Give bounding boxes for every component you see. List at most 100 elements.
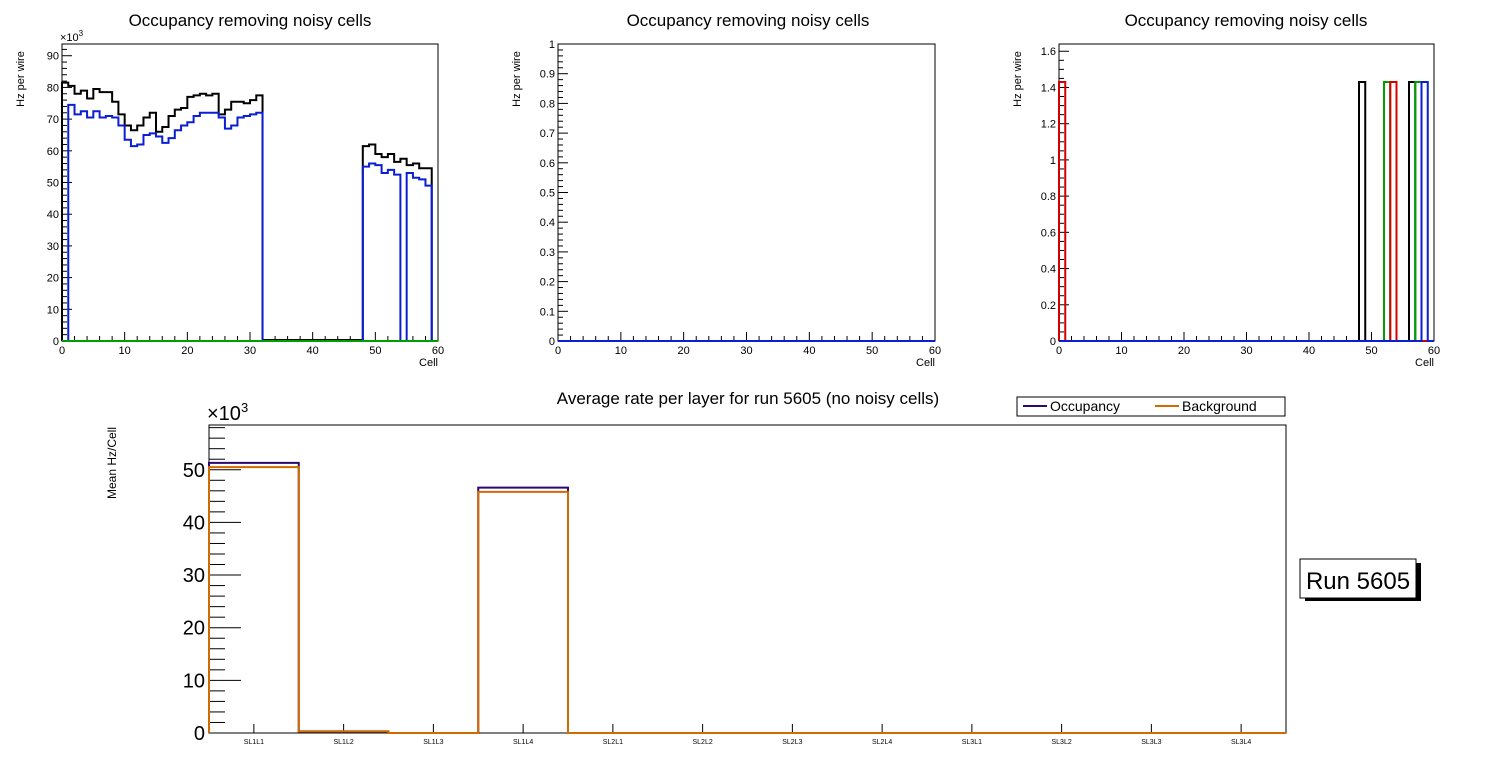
legend-background-label: Background (1182, 398, 1257, 414)
histogram-series-background (208, 466, 1286, 734)
y-axis-label: Hz per wire (1012, 51, 1024, 107)
y-tick-label: 20 (47, 273, 59, 285)
y-tick-label: 0.6 (540, 158, 555, 170)
x-tick-label: 60 (432, 345, 444, 357)
x-category-label: SL2L4 (872, 739, 892, 746)
y-exponent-power: 3 (79, 29, 84, 38)
x-tick-label: 60 (929, 345, 941, 357)
y-tick-label: 0 (1050, 336, 1056, 348)
y-tick-label: 0.4 (540, 217, 555, 229)
pad-occupancy-2: Occupancy removing noisy cells 0 0.1 0.2 0.3… (511, 11, 941, 369)
y-tick-label: 10 (183, 670, 205, 692)
plot-frame (557, 43, 936, 342)
y-tick-label: 1 (549, 39, 555, 51)
x-tick-label: 30 (1240, 345, 1252, 357)
run-label: Run 5605 (1306, 568, 1410, 595)
x-tick-label: 40 (307, 345, 319, 357)
y-exponent-label: ×103 (207, 400, 248, 425)
x-tick-label: 60 (1428, 345, 1440, 357)
x-category-label: SL3L1 (962, 739, 982, 746)
x-tick-label: 0 (59, 345, 65, 357)
y-tick-label: 0.6 (1041, 227, 1056, 239)
x-tick-label: 30 (244, 345, 256, 357)
chart-title: Average rate per layer for run 5605 (no … (557, 389, 939, 408)
x-tick-label: 20 (678, 345, 690, 357)
x-tick-label: 50 (1365, 345, 1377, 357)
y-tick-label: 1.2 (1041, 119, 1056, 131)
y-tick-label: 20 (183, 618, 205, 640)
y-axis-label: Mean Hz/Cell (105, 427, 119, 499)
x-tick-label: 0 (555, 345, 561, 357)
x-category-label: SL1L2 (334, 739, 354, 746)
y-tick-label: 0 (194, 723, 205, 745)
y-tick-label: 1.6 (1041, 46, 1056, 58)
y-tick-label: 80 (47, 82, 59, 94)
x-tick-label: 10 (615, 345, 627, 357)
y-tick-label: 0.4 (1041, 264, 1056, 276)
chart-title: Occupancy removing noisy cells (129, 11, 372, 30)
x-axis-label: Cell (419, 357, 438, 369)
legend: Occupancy Background (1016, 396, 1286, 417)
y-tick-label: 0.9 (540, 69, 555, 81)
x-category-label: SL3L4 (1231, 739, 1251, 746)
x-tick-label: 30 (740, 345, 752, 357)
x-category-label: SL1L4 (513, 739, 533, 746)
x-tick-label: 10 (1115, 345, 1127, 357)
x-axis-label: Cell (916, 357, 935, 369)
y-exponent-base: ×10 (60, 32, 79, 44)
x-category-label: SL3L3 (1141, 739, 1161, 746)
y-tick-label: 40 (47, 209, 59, 221)
chart-title: Occupancy removing noisy cells (1125, 11, 1368, 30)
x-category-label: SL3L2 (1052, 739, 1072, 746)
x-axis-label: Cell (1415, 357, 1434, 369)
y-tick-label: 30 (47, 241, 59, 253)
y-tick-label: 30 (183, 565, 205, 587)
histogram-series-blue (62, 103, 438, 342)
legend-occupancy-label: Occupancy (1050, 398, 1120, 414)
x-tick-label: 20 (1178, 345, 1190, 357)
y-tick-label: 0.5 (540, 188, 555, 200)
x-tick-label: 10 (119, 345, 131, 357)
histogram-series-black (61, 81, 438, 342)
plot-frame (208, 424, 1287, 734)
y-tick-label: 10 (47, 304, 59, 316)
y-exponent-power: 3 (241, 400, 248, 415)
x-tick-label: 40 (1303, 345, 1315, 357)
x-category-label: SL2L2 (693, 739, 713, 746)
y-tick-label: 90 (47, 51, 59, 63)
y-tick-label: 0.3 (540, 247, 555, 259)
y-tick-label: 60 (47, 146, 59, 158)
plot-frame (61, 43, 439, 342)
y-tick-label: 0.2 (1041, 300, 1056, 312)
x-tick-label: 50 (369, 345, 381, 357)
y-tick-label: 70 (47, 114, 59, 126)
x-category-label: SL1L3 (423, 739, 443, 746)
y-tick-label: 0 (53, 336, 59, 348)
y-tick-label: 1 (1050, 155, 1056, 167)
x-category-label: SL2L1 (603, 739, 623, 746)
y-tick-label: 0.8 (1041, 191, 1056, 203)
pad-occupancy-1: Occupancy removing noisy cells0102030405… (15, 11, 444, 369)
y-exponent-label: ×103 (60, 29, 84, 44)
x-tick-label: 40 (803, 345, 815, 357)
y-axis-label: Hz per wire (511, 51, 523, 107)
x-category-label: SL1L1 (244, 739, 264, 746)
y-tick-label: 0.7 (540, 128, 555, 140)
y-tick-label: 50 (183, 460, 205, 482)
x-category-label: SL2L3 (782, 739, 802, 746)
pad-occupancy-3: Occupancy removing noisy cells 0 0.2 0.4 0.6… (1012, 11, 1440, 369)
y-exponent-base: ×10 (207, 403, 241, 425)
y-tick-label: 0.1 (540, 306, 555, 318)
histogram-series-blue (1059, 81, 1434, 342)
chart-title: Occupancy removing noisy cells (627, 11, 870, 30)
y-tick-label: 0.2 (540, 277, 555, 289)
run-label-box: Run 5605 (1299, 558, 1421, 601)
y-tick-label: 40 (183, 512, 205, 534)
y-tick-label: 0 (549, 336, 555, 348)
y-axis-label: Hz per wire (15, 51, 27, 107)
x-tick-label: 20 (181, 345, 193, 357)
x-tick-label: 0 (1056, 345, 1062, 357)
y-tick-label: 1.4 (1041, 82, 1056, 94)
pad-average-rate: Average rate per layer for run 5605 (no … (105, 389, 1287, 746)
